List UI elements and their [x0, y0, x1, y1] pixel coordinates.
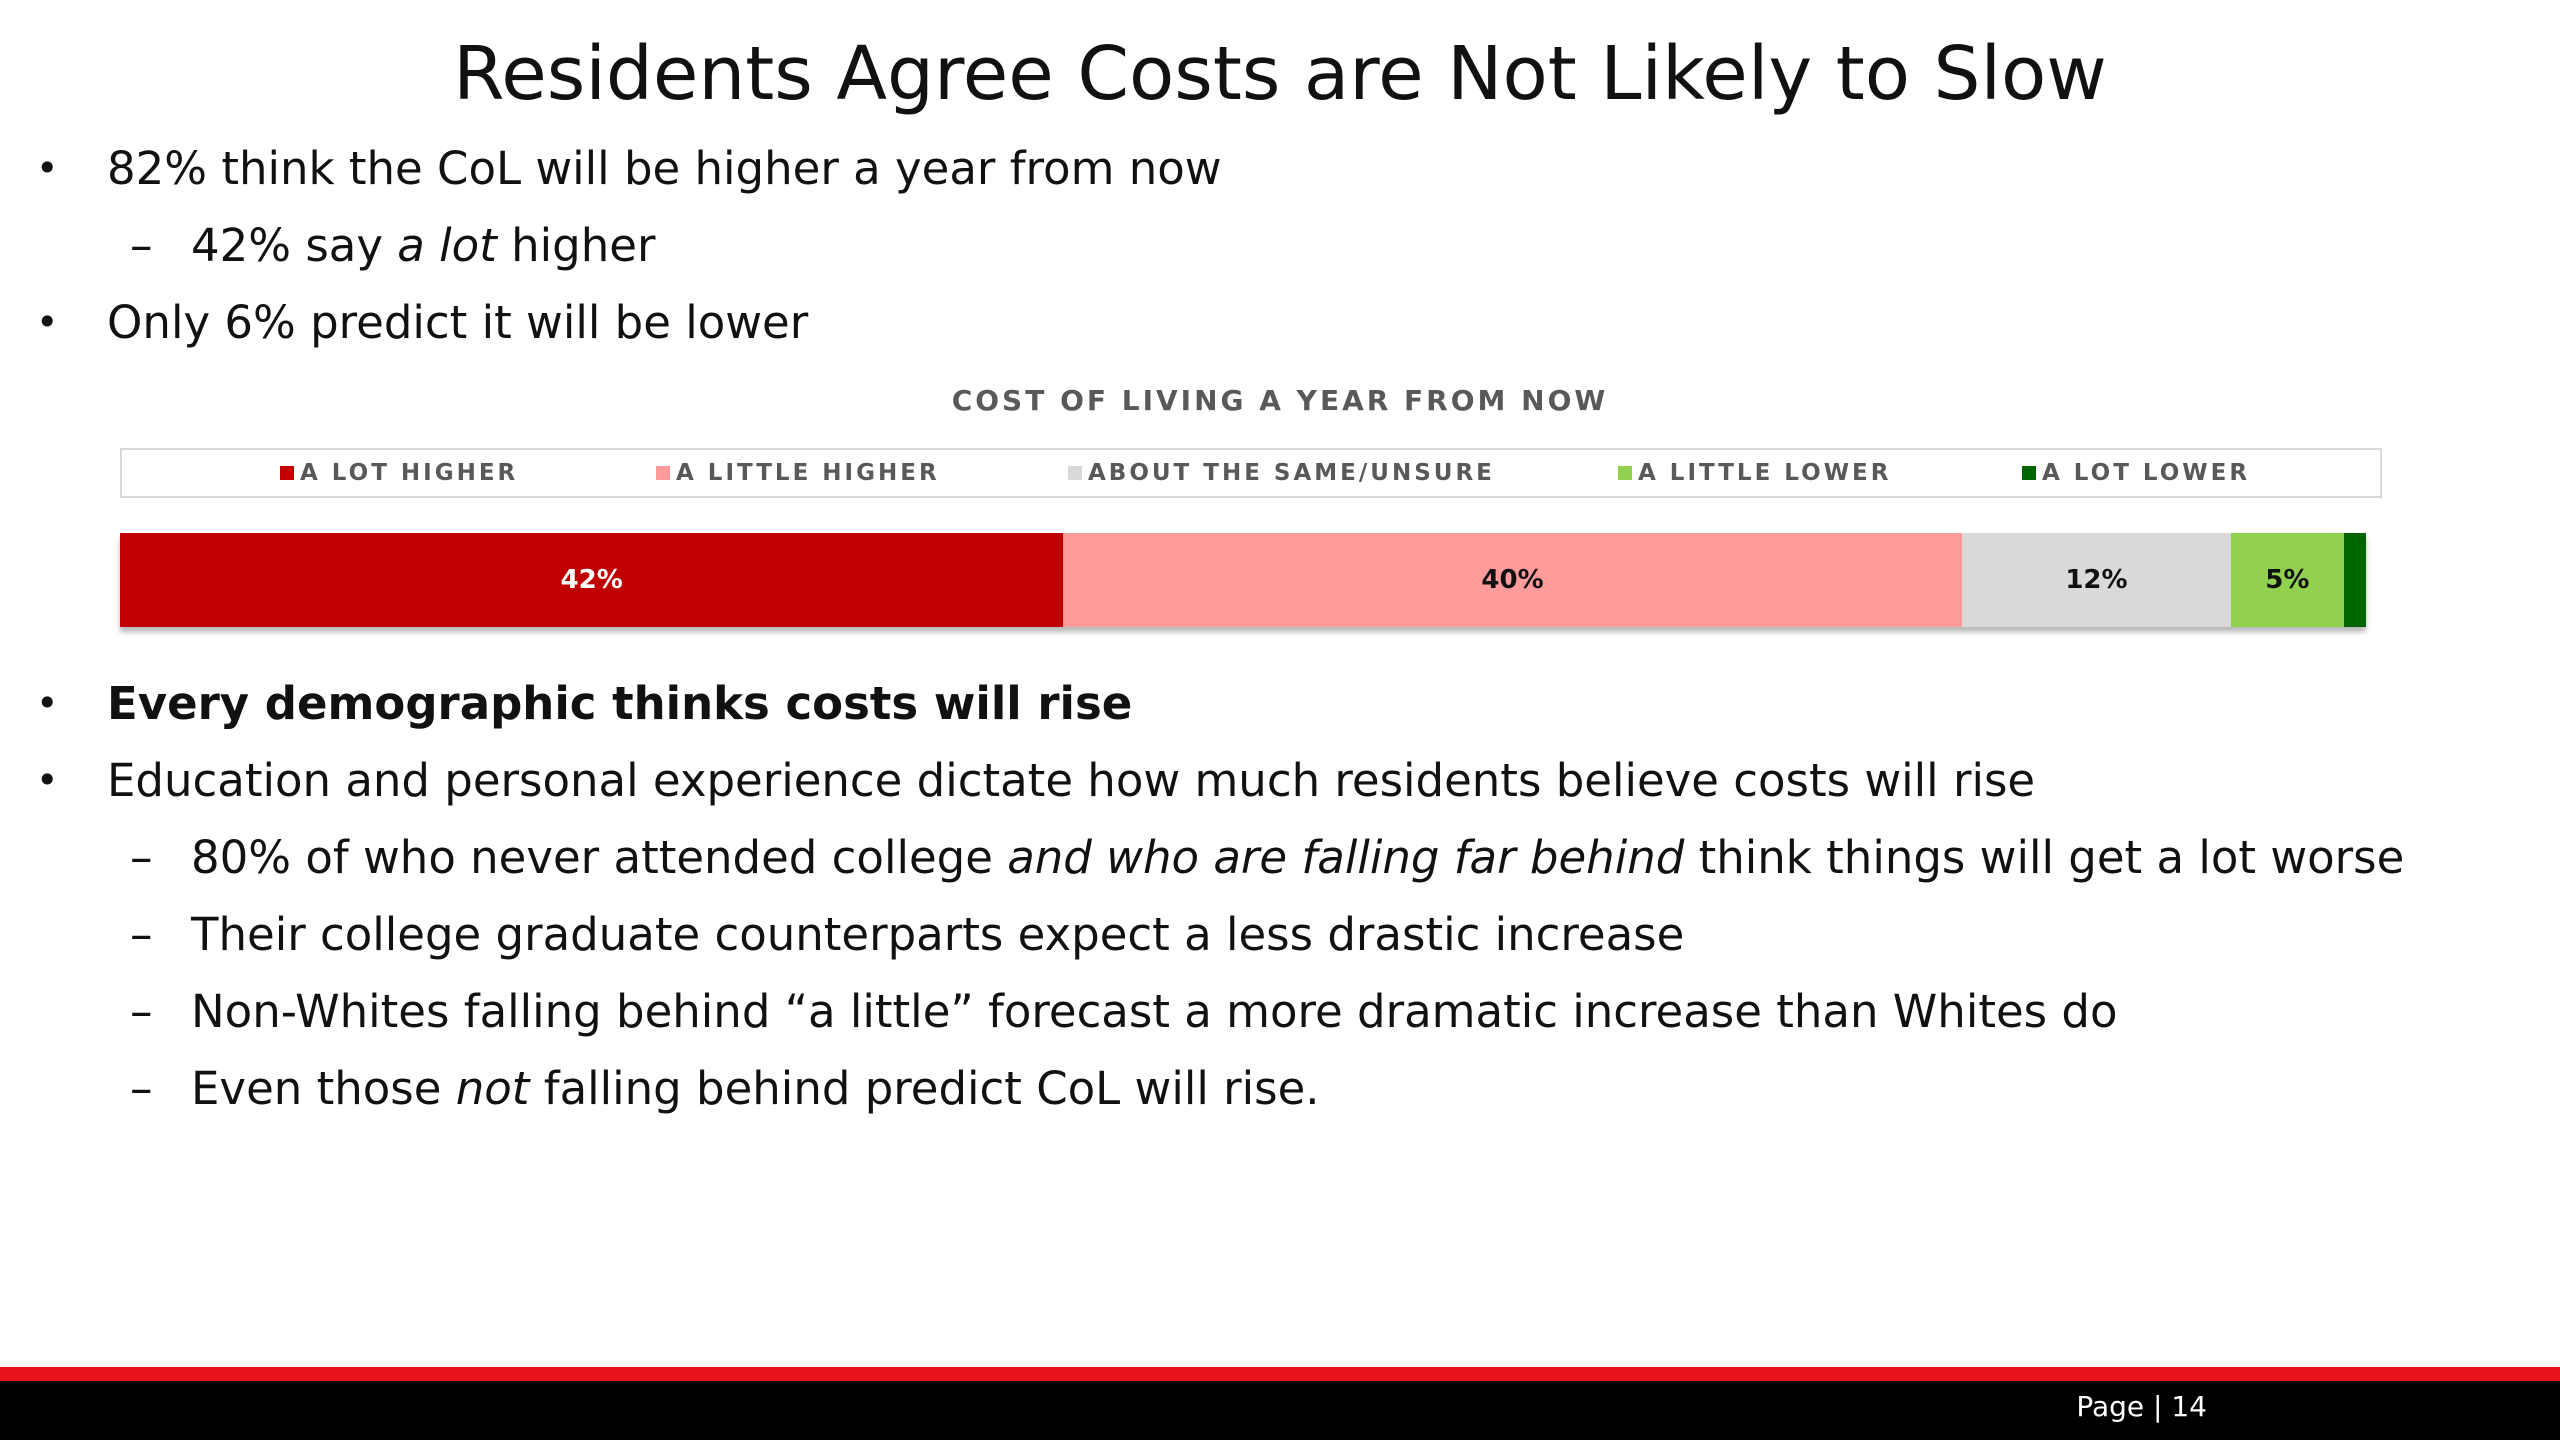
page-number: Page | 14: [2076, 1390, 2207, 1423]
legend-item: A LOT HIGHER: [280, 450, 518, 496]
legend-item: A LITTLE LOWER: [1618, 450, 1891, 496]
text-run: falling behind predict CoL will rise.: [529, 1062, 1320, 1115]
dash-marker: –: [130, 831, 153, 884]
sub-bullet-item: – 80% of who never attended college and …: [36, 819, 2516, 896]
footer-bar: [0, 1381, 2560, 1440]
sub-bullet-item: – Their college graduate counterparts ex…: [36, 896, 2516, 973]
data-label: 40%: [1481, 565, 1544, 595]
text-run: 80% of who never attended college: [191, 831, 1008, 884]
legend-swatch: [2022, 466, 2036, 480]
sub-bullet-text: Even those not falling behind predict Co…: [191, 1062, 1320, 1115]
italic-text: and who are falling far behind: [1007, 831, 1685, 884]
legend-swatch: [1618, 466, 1632, 480]
footer-accent-stripe: [0, 1367, 2560, 1381]
legend-swatch: [280, 466, 294, 480]
dash-marker: –: [130, 1062, 153, 1115]
bar-segment-about-the-same-unsure: 12%: [1961, 533, 2232, 627]
bullet-text: 82% think the CoL will be higher a year …: [107, 142, 1222, 195]
sub-bullet-item: – Non-Whites falling behind “a little” f…: [36, 973, 2516, 1050]
bullet-item: • Only 6% predict it will be lower: [36, 284, 2516, 361]
legend-swatch: [656, 466, 670, 480]
bullet-text: Education and personal experience dictat…: [107, 754, 2036, 807]
bullet-text: Only 6% predict it will be lower: [107, 296, 809, 349]
bullet-text-bold: Every demographic thinks costs will rise: [107, 677, 1133, 730]
chart-legend: A LOT HIGHER A LITTLE HIGHER ABOUT THE SAM…: [120, 448, 2382, 498]
sub-bullet-text: 80% of who never attended college and wh…: [191, 831, 2404, 884]
dash-marker: –: [130, 985, 153, 1038]
legend-label: A LOT LOWER: [2042, 460, 2251, 486]
text-run: higher: [496, 219, 656, 272]
bullet-marker: •: [36, 146, 59, 190]
text-run: 42% say: [191, 219, 398, 272]
bullet-marker: •: [36, 300, 59, 344]
bullet-item: • Every demographic thinks costs will ri…: [36, 665, 2516, 742]
dash-marker: –: [130, 908, 153, 961]
italic-text: a lot: [397, 219, 497, 272]
bullet-marker: •: [36, 681, 59, 725]
sub-bullet-text: Non-Whites falling behind “a little” for…: [191, 985, 2118, 1038]
italic-text: not: [455, 1062, 530, 1115]
dash-marker: –: [130, 219, 153, 272]
legend-item: A LITTLE HIGHER: [656, 450, 940, 496]
sub-bullet-item: – 42% say a lot higher: [36, 207, 2516, 284]
legend-item: A LOT LOWER: [2022, 450, 2250, 496]
bullet-item: • Education and personal experience dict…: [36, 742, 2516, 819]
bar-segment-a-lot-higher: 42%: [120, 533, 1064, 627]
legend-swatch: [1068, 466, 1082, 480]
bullet-item: • 82% think the CoL will be higher a yea…: [36, 130, 2516, 207]
legend-item: ABOUT THE SAME/UNSURE: [1068, 450, 1495, 496]
legend-label: A LITTLE HIGHER: [676, 460, 940, 486]
bullet-list-top: • 82% think the CoL will be higher a yea…: [36, 130, 2516, 361]
bar-segment-a-lot-lower: [2343, 533, 2366, 627]
bullet-marker: •: [36, 758, 59, 802]
bullet-list-bottom: • Every demographic thinks costs will ri…: [36, 665, 2516, 1127]
sub-bullet-text: Their college graduate counterparts expe…: [191, 908, 1685, 961]
legend-label: A LOT HIGHER: [300, 460, 519, 486]
stacked-bar: 42% 40% 12% 5%: [120, 533, 2366, 627]
data-label: 12%: [2065, 565, 2128, 595]
bar-segment-a-little-higher: 40%: [1063, 533, 1962, 627]
data-label: 5%: [2265, 565, 2310, 595]
text-run: Even those: [191, 1062, 456, 1115]
sub-bullet-text: 42% say a lot higher: [191, 219, 655, 272]
bar-segment-a-little-lower: 5%: [2231, 533, 2344, 627]
legend-label: ABOUT THE SAME/UNSURE: [1088, 460, 1495, 486]
legend-label: A LITTLE LOWER: [1638, 460, 1892, 486]
chart-title: COST OF LIVING A YEAR FROM NOW: [951, 384, 1609, 417]
data-label: 42%: [560, 565, 623, 595]
sub-bullet-item: – Even those not falling behind predict …: [36, 1050, 2516, 1127]
slide-title: Residents Agree Costs are Not Likely to …: [453, 31, 2107, 117]
text-run: think things will get a lot worse: [1684, 831, 2405, 884]
